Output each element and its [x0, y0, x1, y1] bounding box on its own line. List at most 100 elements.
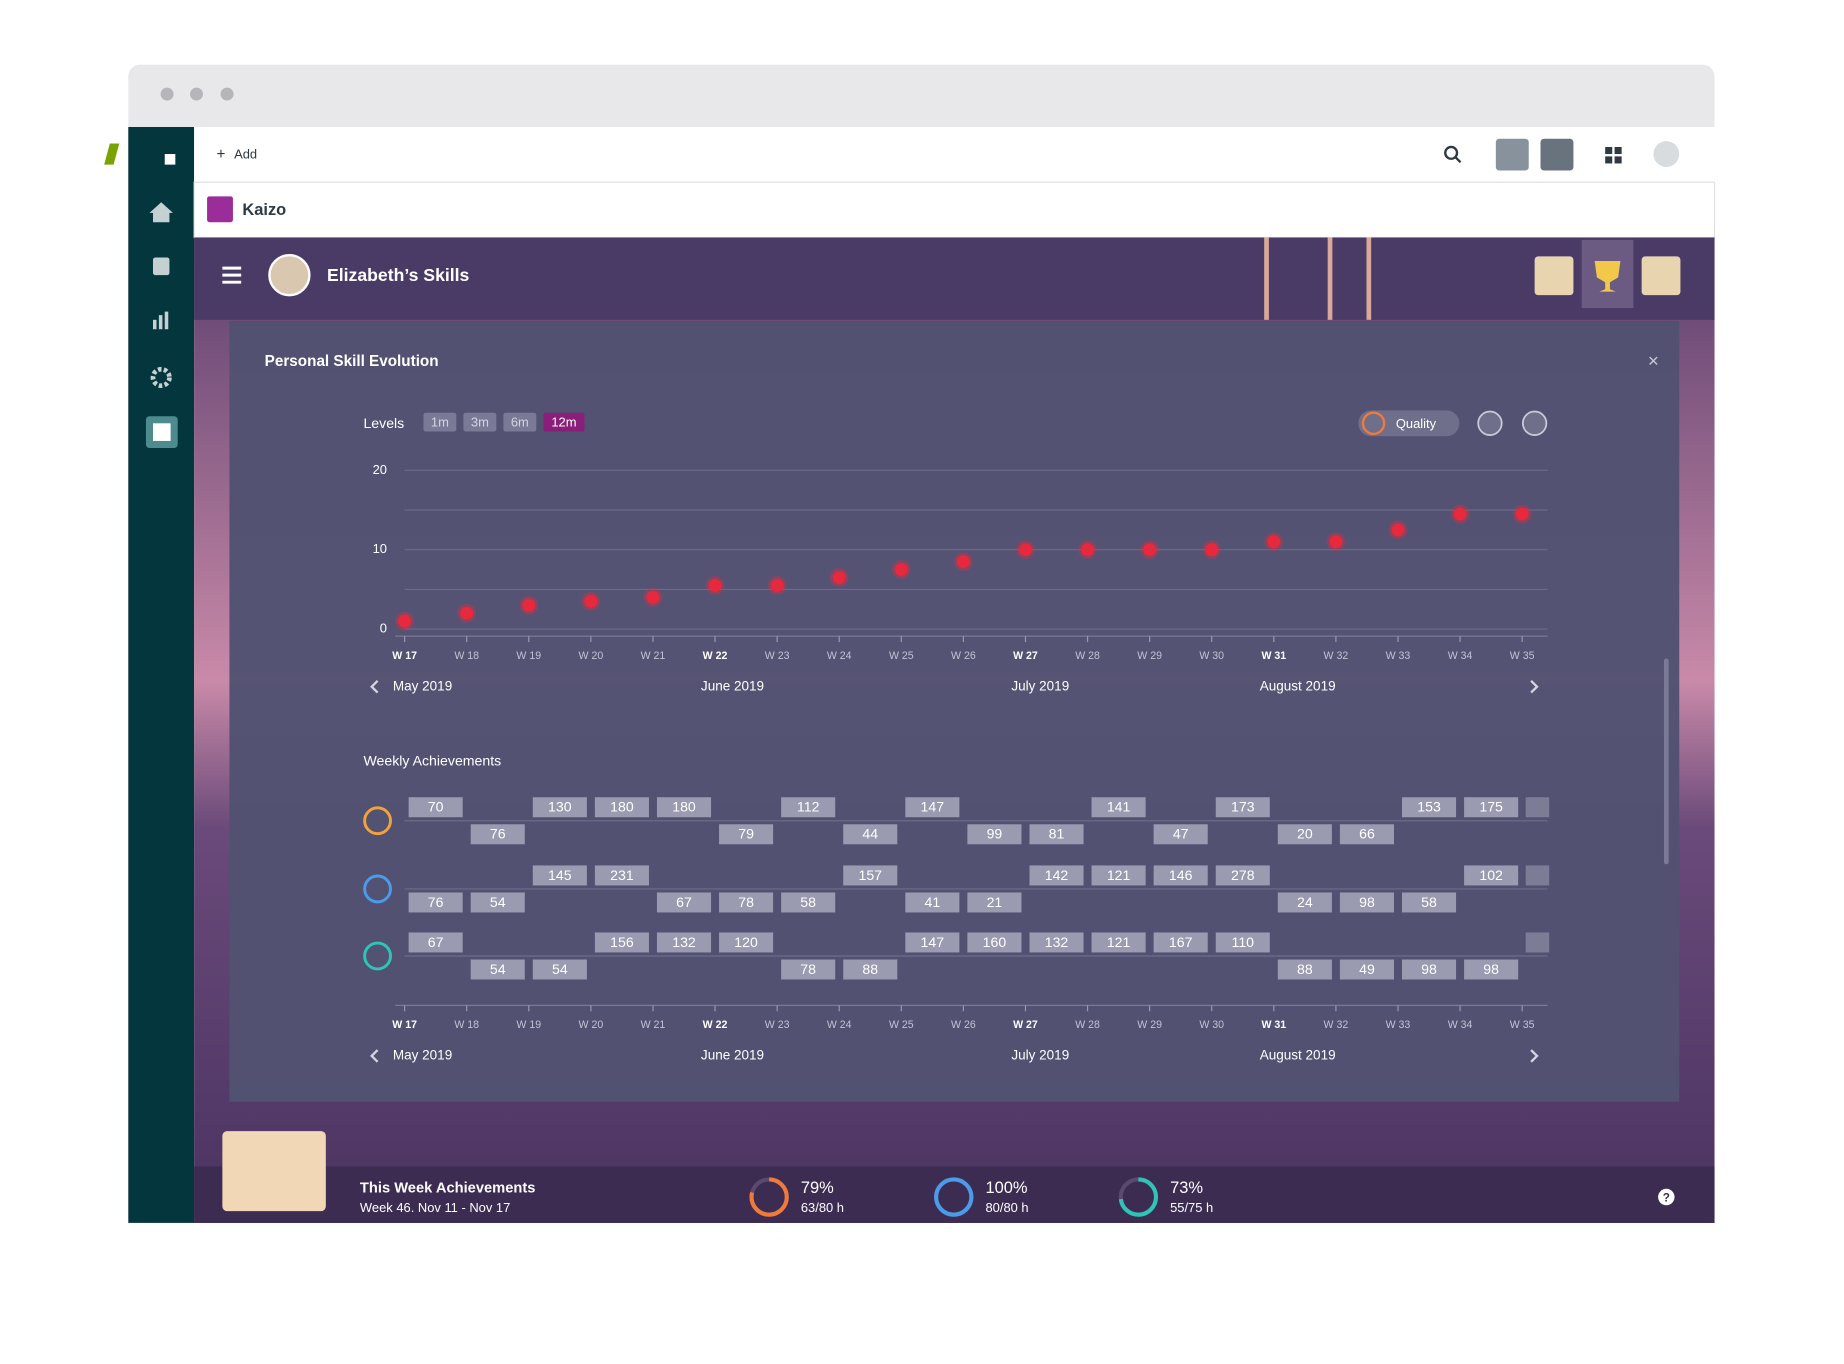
point: [832, 571, 846, 584]
x-tick-label: W 29: [1137, 650, 1162, 662]
achievement-box: [656, 892, 712, 913]
x-tick-label: W 29: [1137, 1019, 1162, 1031]
achievement-box: [594, 932, 649, 953]
x-tick-label: W 21: [641, 1019, 666, 1031]
range-button[interactable]: [423, 412, 457, 432]
achievement-box: [1029, 865, 1084, 886]
achievement-label: 141: [1107, 799, 1131, 815]
achievement-label: 47: [1173, 826, 1189, 842]
achievement-label: 278: [1231, 867, 1255, 883]
month-label: August 2019: [1260, 1048, 1336, 1063]
achievement-label: 231: [610, 867, 634, 883]
metric-toggle[interactable]: [1358, 410, 1460, 437]
point: [1267, 535, 1281, 549]
achievement-box: [905, 932, 960, 953]
scrollbar: [1663, 658, 1669, 865]
x-tick-label: W 18: [454, 650, 479, 662]
point: [894, 563, 908, 577]
achievement-box: [719, 932, 774, 953]
x-tick-label: W 26: [951, 650, 976, 662]
achievement-box-partial: [1525, 865, 1550, 886]
workspace-name: Kaizo: [242, 201, 286, 219]
range-button[interactable]: [503, 412, 537, 432]
apps-icon[interactable]: [1605, 146, 1622, 164]
home-icon[interactable]: [149, 202, 173, 223]
decor: [1264, 237, 1269, 320]
achievement-label: 142: [1045, 867, 1069, 883]
next-button[interactable]: [1530, 1049, 1539, 1063]
achievement-box: [1215, 932, 1270, 953]
next-button[interactable]: [1530, 679, 1539, 694]
achievement-box: [1401, 892, 1457, 913]
views-icon[interactable]: [152, 257, 170, 276]
month-label: May 2019: [393, 678, 452, 693]
app-bar: [193, 181, 1716, 239]
achievement-box: [967, 824, 1022, 845]
range-button[interactable]: [463, 412, 497, 432]
achievement-label: 58: [1421, 894, 1437, 910]
logo: [164, 154, 176, 165]
achievement-label: 147: [921, 799, 945, 815]
x-tick-label: W 27: [1013, 650, 1038, 662]
achievement-label: 147: [921, 934, 945, 950]
x-tick-label: W 17: [392, 1019, 417, 1031]
achievement-box: [656, 932, 712, 953]
map-thumbnail[interactable]: [222, 1131, 326, 1212]
settings-icon[interactable]: [150, 366, 172, 389]
prev-button[interactable]: [370, 679, 379, 694]
point: [1453, 507, 1467, 521]
help-button[interactable]: [1658, 1188, 1675, 1206]
add-button[interactable]: Add: [234, 147, 257, 162]
achievement-label: 79: [738, 826, 754, 842]
close-button[interactable]: ×: [1648, 350, 1659, 371]
speed-toggle[interactable]: [1521, 410, 1548, 436]
achievement-label: 130: [548, 799, 572, 815]
quality-icon: [1361, 411, 1386, 436]
achievement-label: 132: [672, 934, 696, 950]
reports-icon[interactable]: [152, 311, 169, 330]
achievement-box: [408, 797, 463, 818]
point: [1081, 543, 1095, 557]
this-week-title: This Week Achievements: [360, 1181, 536, 1197]
decor: [1366, 237, 1372, 320]
achievement-label: 173: [1231, 799, 1255, 815]
achievement-label: 98: [1483, 961, 1499, 977]
achievement-box: [781, 797, 836, 818]
page-title: Elizabeth’s Skills: [327, 265, 470, 285]
achievement-label: 98: [1359, 894, 1375, 910]
map-button[interactable]: [1641, 256, 1681, 296]
menu-icon[interactable]: [222, 266, 242, 284]
achievement-box: [967, 932, 1022, 953]
achievement-box: [1464, 865, 1519, 886]
prev-button[interactable]: [370, 1049, 379, 1063]
range-button[interactable]: [543, 412, 585, 432]
profile-avatar[interactable]: [1653, 141, 1680, 167]
ring: [749, 1177, 789, 1217]
achievement-label: 81: [1049, 826, 1065, 842]
metric-label: Quality: [1396, 416, 1437, 431]
achievement-box: [1464, 797, 1519, 818]
achievement-box: [1277, 824, 1332, 845]
chat-button[interactable]: [1495, 138, 1529, 171]
achievement-box: [1401, 959, 1457, 980]
search-icon[interactable]: [1444, 145, 1459, 160]
achievement-box: [1215, 797, 1270, 818]
range-label: 3m: [471, 415, 489, 430]
achievement-label: 76: [428, 894, 444, 910]
logo: [104, 143, 120, 165]
scroll-button[interactable]: [1534, 256, 1574, 296]
achievement-box: [719, 824, 774, 845]
stat-hours: 80/80 h: [985, 1200, 1028, 1215]
call-button[interactable]: [1540, 138, 1574, 171]
productivity-toggle[interactable]: [1477, 410, 1503, 436]
row-icon: [363, 941, 392, 971]
range-label: 6m: [511, 415, 529, 430]
achievement-label: 58: [800, 894, 816, 910]
x-tick-label: W 28: [1075, 1019, 1100, 1031]
achievement-box: [967, 892, 1022, 913]
achievement-label: 110: [1232, 934, 1255, 950]
window-dot: [190, 87, 203, 101]
point: [460, 606, 474, 620]
add-icon[interactable]: +: [216, 146, 225, 163]
